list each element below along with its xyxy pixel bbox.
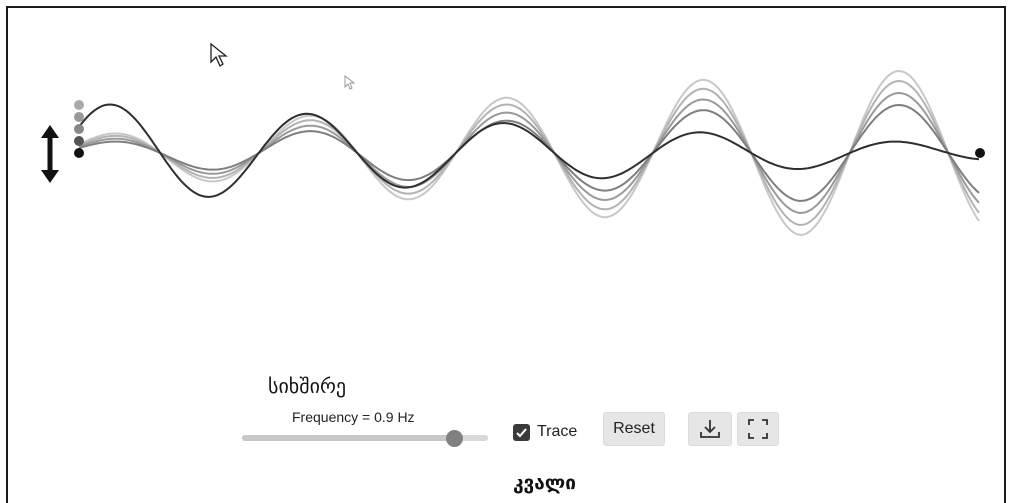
trace-checkbox[interactable]: [513, 423, 530, 441]
check-icon: [516, 427, 527, 437]
oscillator-dot: [74, 148, 84, 158]
trace-toggle[interactable]: Trace: [513, 422, 577, 442]
faded-pointer-icon: [344, 75, 356, 90]
frequency-label: Frequency = 0.9 Hz: [292, 409, 415, 425]
wave-trace-line: [78, 103, 980, 202]
wave-traces: [78, 69, 980, 236]
oscillator-dot: [74, 124, 84, 134]
download-button[interactable]: [688, 412, 732, 446]
trace-title-geo: კვალი: [513, 472, 576, 494]
reset-button[interactable]: Reset: [603, 412, 665, 446]
wave-trace-line: [78, 79, 980, 226]
oscillator-dot: [74, 100, 84, 110]
frequency-slider[interactable]: [242, 430, 488, 447]
oscillator-dot: [74, 112, 84, 122]
fullscreen-button[interactable]: [737, 412, 779, 446]
slider-thumb[interactable]: [445, 430, 463, 447]
oscillator-dot: [74, 136, 84, 146]
slider-fill: [242, 435, 454, 441]
simulation-frame: [6, 6, 1006, 503]
fullscreen-icon: [748, 419, 768, 439]
wave-trace-line: [78, 91, 980, 214]
wave-trace-line: [78, 69, 980, 236]
string-wave: [78, 103, 980, 198]
fixed-end-dot: [975, 148, 985, 158]
download-icon: [700, 420, 720, 438]
oscillator-dots: [74, 100, 84, 158]
double-vertical-arrow-icon[interactable]: [41, 125, 59, 183]
mouse-pointer-icon: [210, 42, 228, 67]
trace-label: Trace: [537, 423, 578, 440]
frequency-title-geo: სიხშირე: [268, 374, 347, 398]
